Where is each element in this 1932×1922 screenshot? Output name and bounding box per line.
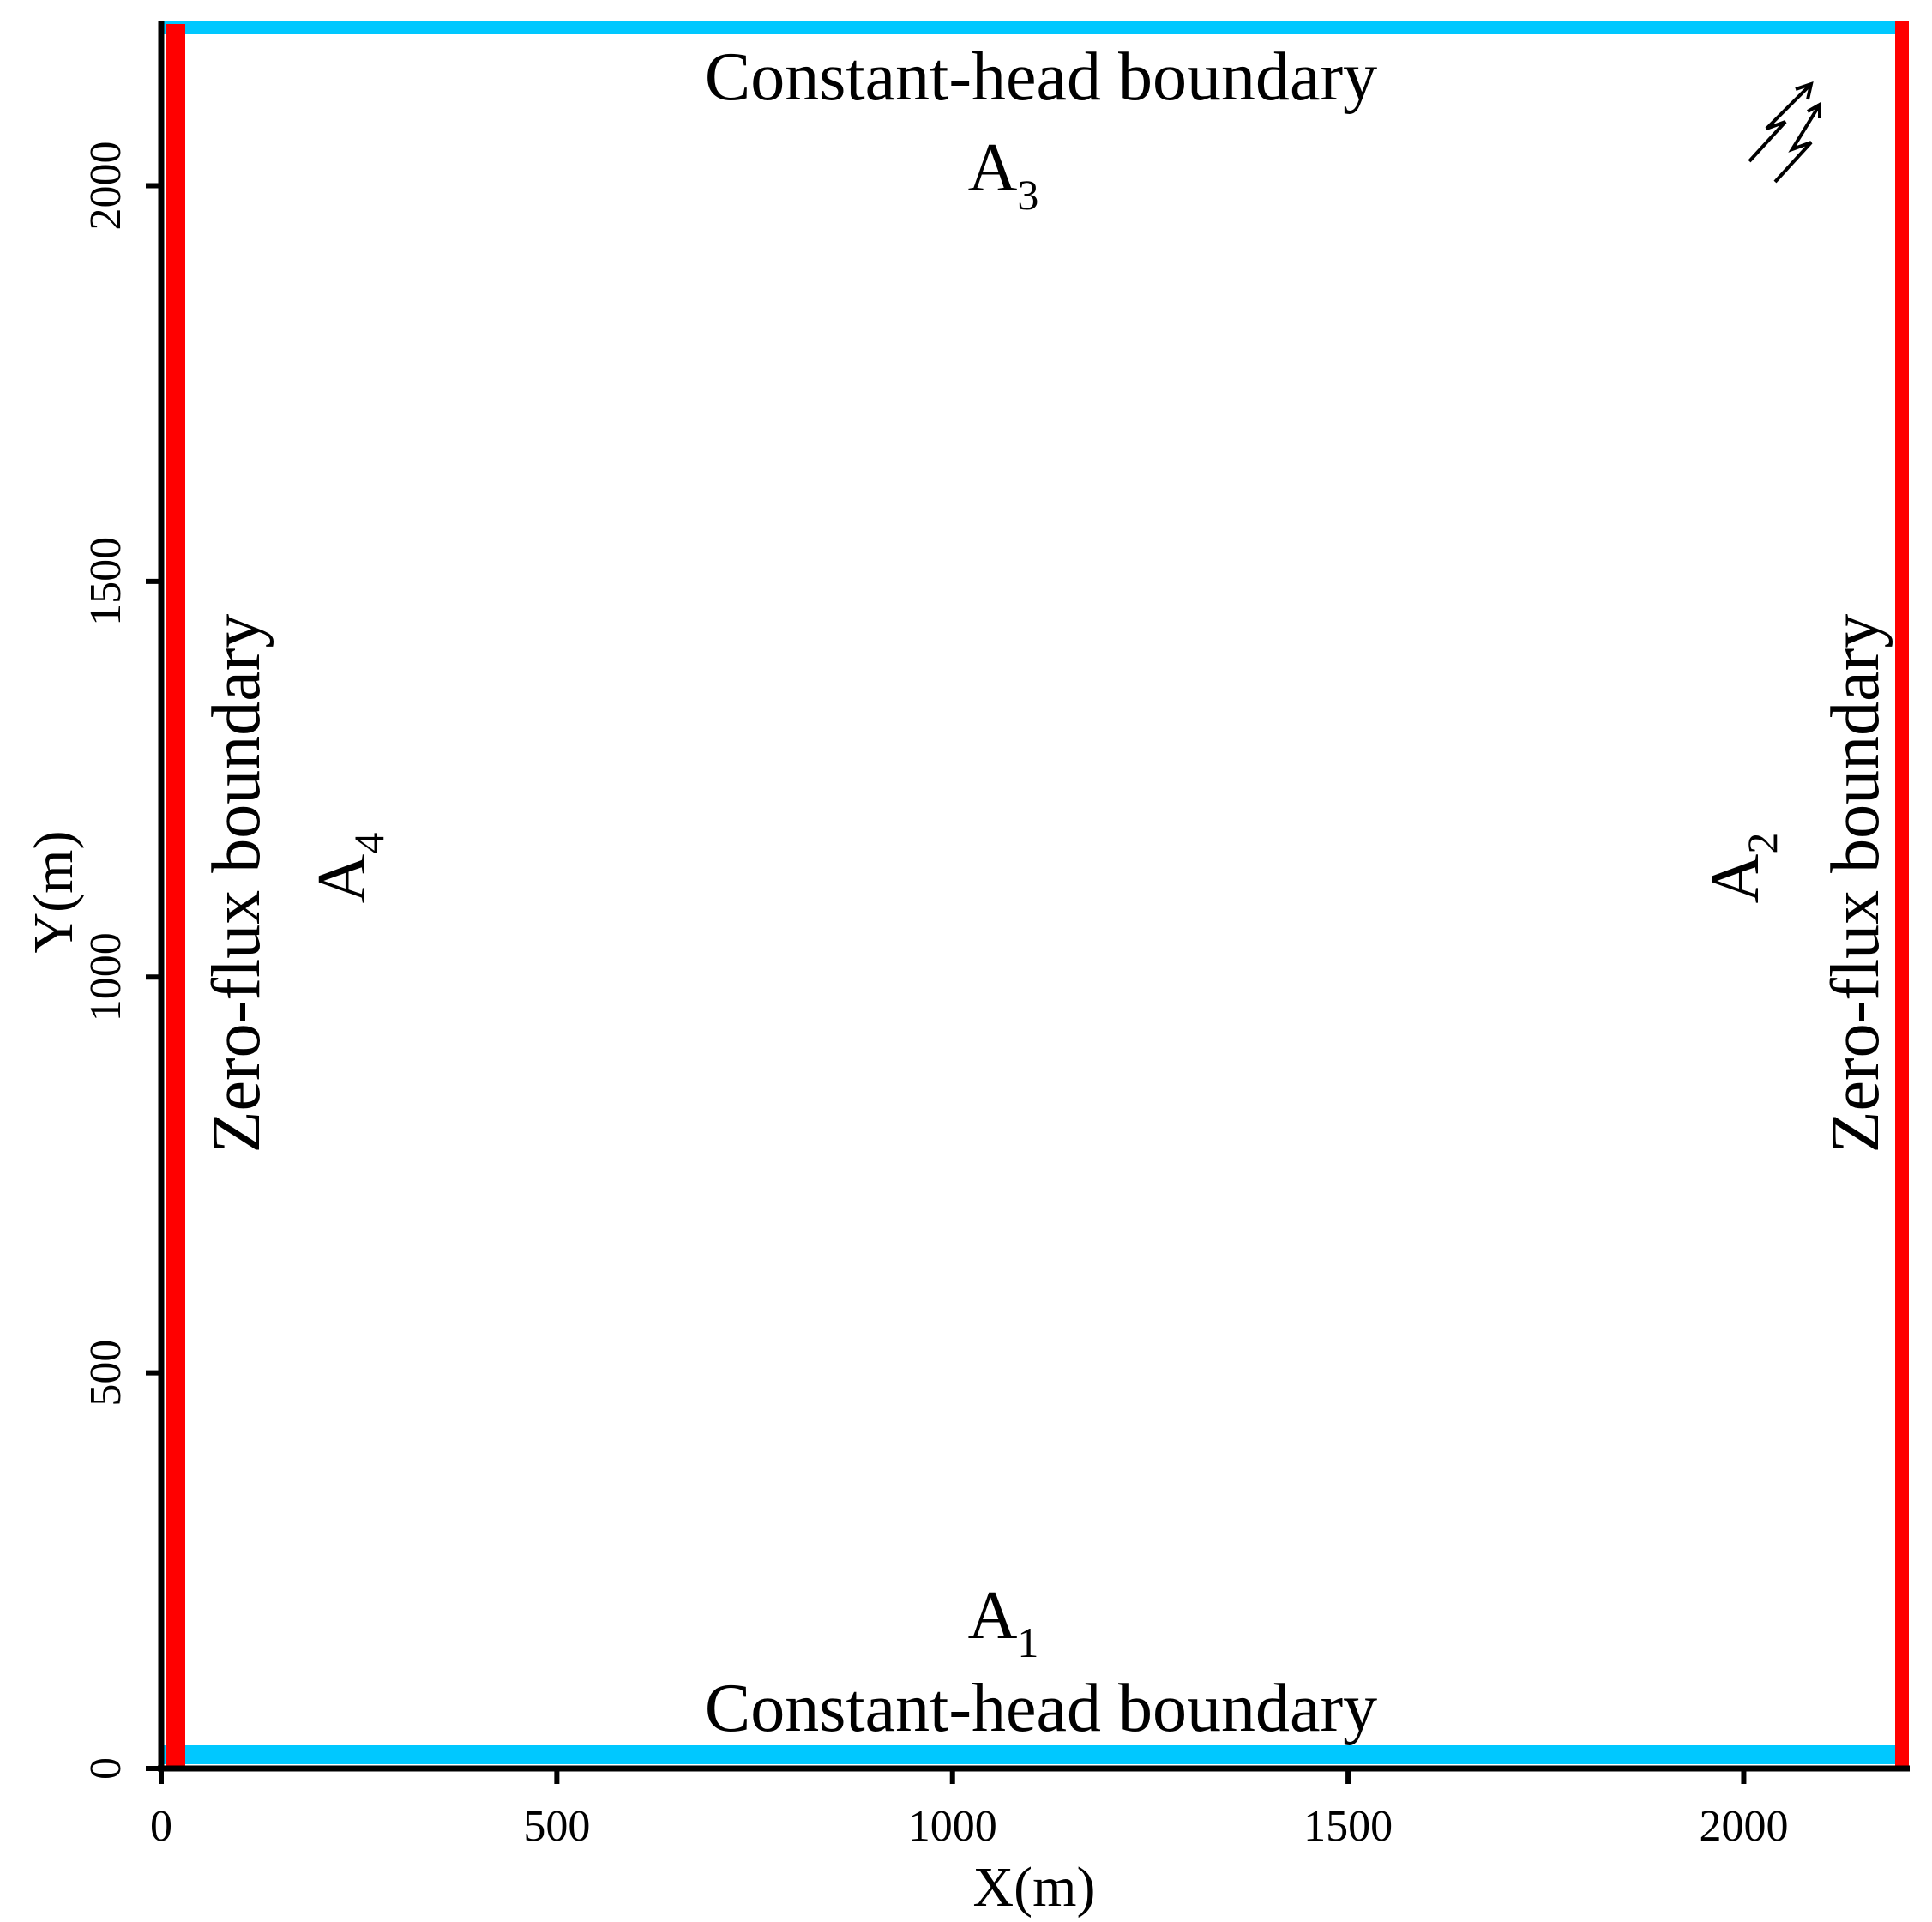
x-axis-ticks: 0 500 1000 1500 2000 xyxy=(150,1768,1788,1851)
x-axis-title: X(m) xyxy=(973,1856,1096,1919)
x-tick-label: 2000 xyxy=(1699,1802,1788,1851)
boundary-id-top-letter: A xyxy=(968,130,1018,206)
boundary-id-top-sub: 3 xyxy=(1017,171,1038,219)
y-axis-title: Y(m) xyxy=(22,831,85,954)
boundary-id-right: A2 xyxy=(1698,833,1786,904)
boundary-id-left-sub: 4 xyxy=(345,833,393,854)
x-tick-label: 1500 xyxy=(1303,1802,1393,1851)
y-tick-label: 0 xyxy=(81,1757,130,1780)
right-boundary-label: Zero-flux boundary xyxy=(1818,614,1893,1154)
boundary-id-right-sub: 2 xyxy=(1738,833,1786,854)
double-arrow-zigzag-icon xyxy=(1748,81,1821,184)
boundary-id-left-letter: A xyxy=(304,853,380,903)
x-tick-label: 0 xyxy=(150,1802,172,1851)
boundary-id-bottom: A1 xyxy=(968,1578,1039,1666)
boundary-id-top: A3 xyxy=(968,130,1039,219)
top-boundary-label: Constant-head boundary xyxy=(705,39,1377,115)
y-tick-label: 2000 xyxy=(81,142,130,231)
y-tick-label: 500 xyxy=(81,1340,130,1407)
bottom-boundary-label: Constant-head boundary xyxy=(705,1671,1377,1746)
left-boundary-label: Zero-flux boundary xyxy=(199,614,274,1154)
y-tick-label: 1000 xyxy=(81,932,130,1021)
x-tick-label: 500 xyxy=(523,1802,590,1851)
boundary-id-left: A4 xyxy=(304,833,393,904)
boundary-id-bottom-letter: A xyxy=(968,1578,1018,1654)
boundary-id-bottom-sub: 1 xyxy=(1017,1618,1038,1666)
y-axis-ticks: 0 500 1000 1500 2000 xyxy=(81,142,161,1780)
x-tick-label: 1000 xyxy=(908,1802,997,1851)
y-tick-label: 1500 xyxy=(81,537,130,626)
boundary-id-right-letter: A xyxy=(1698,853,1773,903)
